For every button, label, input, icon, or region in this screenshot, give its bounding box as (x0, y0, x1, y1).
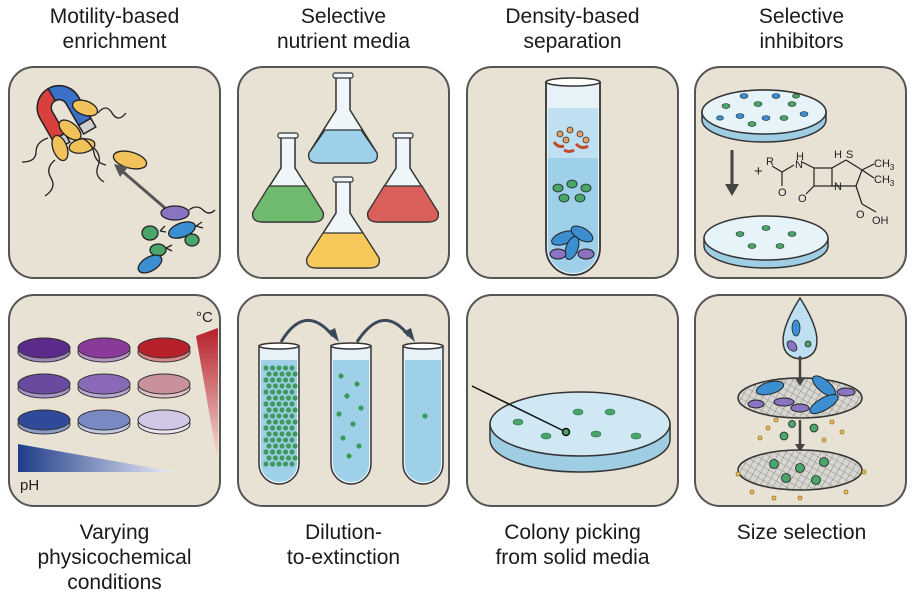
petri-dish-bottom-icon (703, 215, 829, 269)
size-illustration (735, 296, 867, 501)
flask-blue-icon (307, 72, 379, 164)
label-nutrient: Selective nutrient media (276, 5, 411, 53)
bacteria-yellow-group (51, 99, 148, 170)
panel-size (694, 294, 907, 507)
svg-text:O: O (856, 209, 865, 221)
svg-text:S: S (846, 149, 853, 161)
svg-text:H: H (796, 151, 804, 163)
penicillin-structure-icon (771, 159, 877, 213)
colony-illustration (471, 385, 671, 473)
label-colony: Colony picking from solid media (495, 521, 650, 569)
picking-needle (471, 385, 567, 433)
flask-yellow-icon (305, 176, 381, 269)
panel-motility (8, 66, 221, 279)
svg-text:N: N (834, 181, 842, 193)
svg-text:H: H (834, 149, 842, 161)
petri-dish-top-icon (701, 89, 827, 143)
label-inhibitors: Selective inhibitors (758, 5, 845, 53)
panel-colony (466, 294, 679, 507)
panel-density (466, 66, 679, 279)
label-physico: Varying physicochemical conditions (37, 521, 192, 594)
physico-illustration: °C pH (17, 309, 218, 494)
svg-text:OH: OH (872, 215, 889, 227)
svg-text:CH3: CH3 (874, 174, 895, 188)
tube-3-icon (402, 342, 444, 485)
svg-text:O: O (798, 193, 807, 205)
temperature-gradient (196, 328, 218, 464)
density-illustration (545, 77, 601, 276)
svg-text:CH3: CH3 (874, 158, 895, 172)
panel-nutrient (237, 66, 450, 279)
motility-illustration (21, 84, 216, 274)
svg-text:R: R (766, 156, 774, 168)
tube-2-icon (330, 342, 372, 485)
svg-text:N: N (795, 159, 803, 171)
ph-gradient (18, 444, 176, 472)
flask-green-icon (251, 132, 325, 223)
dilution-illustration (258, 318, 444, 485)
temperature-label: °C (196, 309, 213, 326)
petri-dish-grid (17, 337, 191, 435)
inhibitors-illustration: + R H N O H S CH3 CH3 N O OH O (701, 89, 895, 269)
ph-label: pH (20, 477, 39, 494)
panel-dilution (237, 294, 450, 507)
label-density: Density-based separation (505, 5, 640, 53)
nutrient-illustration (251, 72, 440, 269)
label-motility: Motility-based enrichment (49, 5, 180, 53)
plus-sign: + (754, 163, 763, 180)
agar-plate-icon (489, 391, 671, 473)
flask-red-icon (366, 132, 440, 223)
panel-physico: °C pH (8, 294, 221, 507)
label-dilution: Dilution- to-extinction (286, 521, 401, 569)
label-size: Size selection (736, 521, 867, 544)
panel-inhibitors: + R H N O H S CH3 CH3 N O OH O (694, 66, 907, 279)
svg-text:O: O (778, 187, 787, 199)
